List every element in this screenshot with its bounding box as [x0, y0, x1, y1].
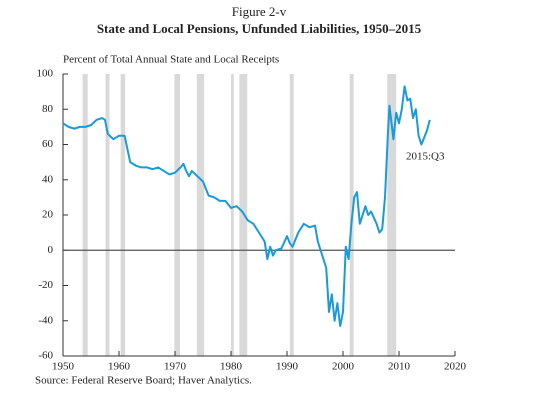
recession-band [231, 74, 234, 356]
recession-band [105, 74, 110, 356]
y-tick-label: -40 [38, 314, 53, 326]
y-tick-label: 60 [42, 138, 54, 150]
y-tick-label: -60 [38, 350, 53, 362]
recession-band [387, 74, 397, 356]
x-tick-label: 1970 [164, 361, 187, 373]
recession-band [120, 74, 126, 356]
x-tick-label: 1980 [220, 361, 243, 373]
y-tick-label: 100 [37, 68, 54, 80]
recession-band [196, 74, 205, 356]
x-tick-label: 1990 [276, 361, 299, 373]
chart-title: State and Local Pensions, Unfunded Liabi… [97, 21, 422, 36]
y-tick-label: -20 [38, 279, 53, 291]
x-tick-label: 2000 [332, 361, 355, 373]
x-tick-label: 2020 [444, 361, 467, 373]
y-tick-label: 20 [42, 209, 54, 221]
y-axis-label: Percent of Total Annual State and Local … [63, 54, 279, 66]
x-tick-label: 1960 [108, 361, 131, 373]
y-tick-label: 40 [42, 173, 54, 185]
recession-band [174, 74, 181, 356]
y-tick-label: 80 [42, 103, 54, 115]
y-tick-label: 0 [48, 244, 54, 256]
x-tick-label: 1950 [52, 361, 75, 373]
recession-band [82, 74, 88, 356]
figure-label: Figure 2-v [232, 4, 287, 19]
annotation: 2015:Q3 [406, 151, 445, 163]
x-tick-label: 2010 [388, 361, 411, 373]
source: Source: Federal Reserve Board; Haver Ana… [35, 375, 252, 387]
data-line [62, 85, 431, 328]
recession-band [289, 74, 294, 356]
